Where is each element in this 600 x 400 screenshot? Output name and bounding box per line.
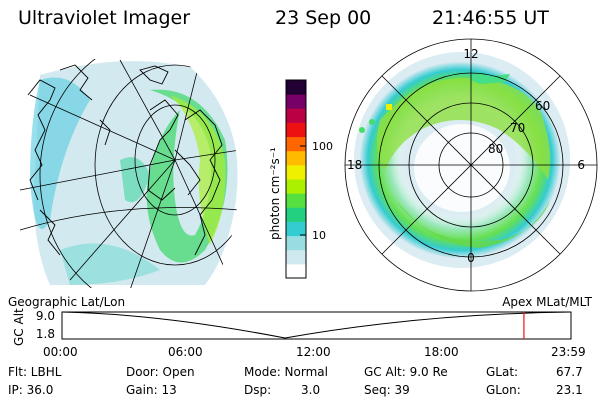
altitude-curve [61, 311, 572, 339]
time-tick-2359: 23:59 [551, 345, 586, 359]
alt-ytick-high: 9.0 [36, 309, 55, 323]
time-tick-1800: 18:00 [424, 345, 459, 359]
mode-readout: Mode: Normal [244, 365, 328, 379]
colorbar-tick-100: 100 [312, 140, 333, 153]
mlat-label-80: 80 [488, 142, 503, 156]
color-bar: 100 10 photon cm⁻²s⁻¹ [268, 79, 333, 279]
colorbar-segment [286, 193, 306, 208]
colorbar-segment [286, 221, 306, 237]
polar-caption: Apex MLat/MLT [502, 295, 592, 309]
time-tick-0000: 00:00 [43, 345, 78, 359]
gain-readout: Gain: 13 [126, 383, 177, 397]
dsp-value: 3.0 [301, 383, 321, 397]
colorbar-segment [286, 122, 306, 138]
image-date: 23 Sep 00 [275, 7, 372, 29]
geo-caption: Geographic Lat/Lon [8, 295, 125, 309]
mlat-label-60: 60 [535, 99, 550, 113]
colorbar-segment [286, 179, 306, 194]
app-title: Ultraviolet Imager [18, 7, 191, 29]
ip-readout: IP: 36.0 [8, 383, 54, 397]
geographic-map [19, 58, 239, 288]
polar-grid [344, 38, 598, 292]
alt-ytick-low: 1.8 [36, 327, 55, 341]
colorbar-unit: photon cm⁻²s⁻¹ [268, 147, 282, 240]
glat-label: GLat: [486, 365, 519, 379]
door-readout: Door: Open [126, 365, 195, 379]
gc-alt-readout: GC Alt: 9.0 Re [364, 365, 448, 379]
colorbar-segment [286, 150, 306, 166]
time-tick-1200: 12:00 [296, 345, 331, 359]
colorbar-tick-10: 10 [312, 229, 326, 242]
colorbar-segment [286, 263, 306, 279]
mlt-label-6: 6 [577, 158, 585, 172]
mlt-label-18: 18 [347, 158, 362, 172]
colorbar-segment [286, 235, 306, 251]
glon-label: GLon: [486, 383, 521, 397]
colorbar-segment [286, 164, 306, 180]
colorbar-segment [286, 249, 306, 265]
mlat-label-70: 70 [510, 121, 525, 135]
colorbar-segment [286, 207, 306, 222]
geo-grid [19, 58, 239, 288]
polar-map: 12 18 6 0 60 70 80 [344, 38, 598, 292]
colorbar-segment [286, 94, 306, 109]
time-tick-0600: 06:00 [168, 345, 203, 359]
image-time: 21:46:55 UT [432, 7, 549, 29]
mlt-label-12: 12 [463, 47, 478, 61]
glon-value: 23.1 [556, 383, 583, 397]
mlt-label-0: 0 [467, 251, 475, 265]
alt-ylabel: GC Alt [12, 308, 26, 346]
colorbar-segment [286, 80, 306, 95]
auroral-bright-geo [170, 95, 226, 245]
glat-value: 67.7 [556, 365, 583, 379]
dsp-label: Dsp: [244, 383, 272, 397]
coastlines [27, 64, 223, 256]
seq-readout: Seq: 39 [364, 383, 410, 397]
colorbar-segment [286, 136, 306, 152]
colorbar-segment [286, 108, 306, 123]
filter-readout: Flt: LBHL [8, 365, 62, 379]
altitude-plot: 9.0 1.8 GC Alt [12, 308, 572, 346]
